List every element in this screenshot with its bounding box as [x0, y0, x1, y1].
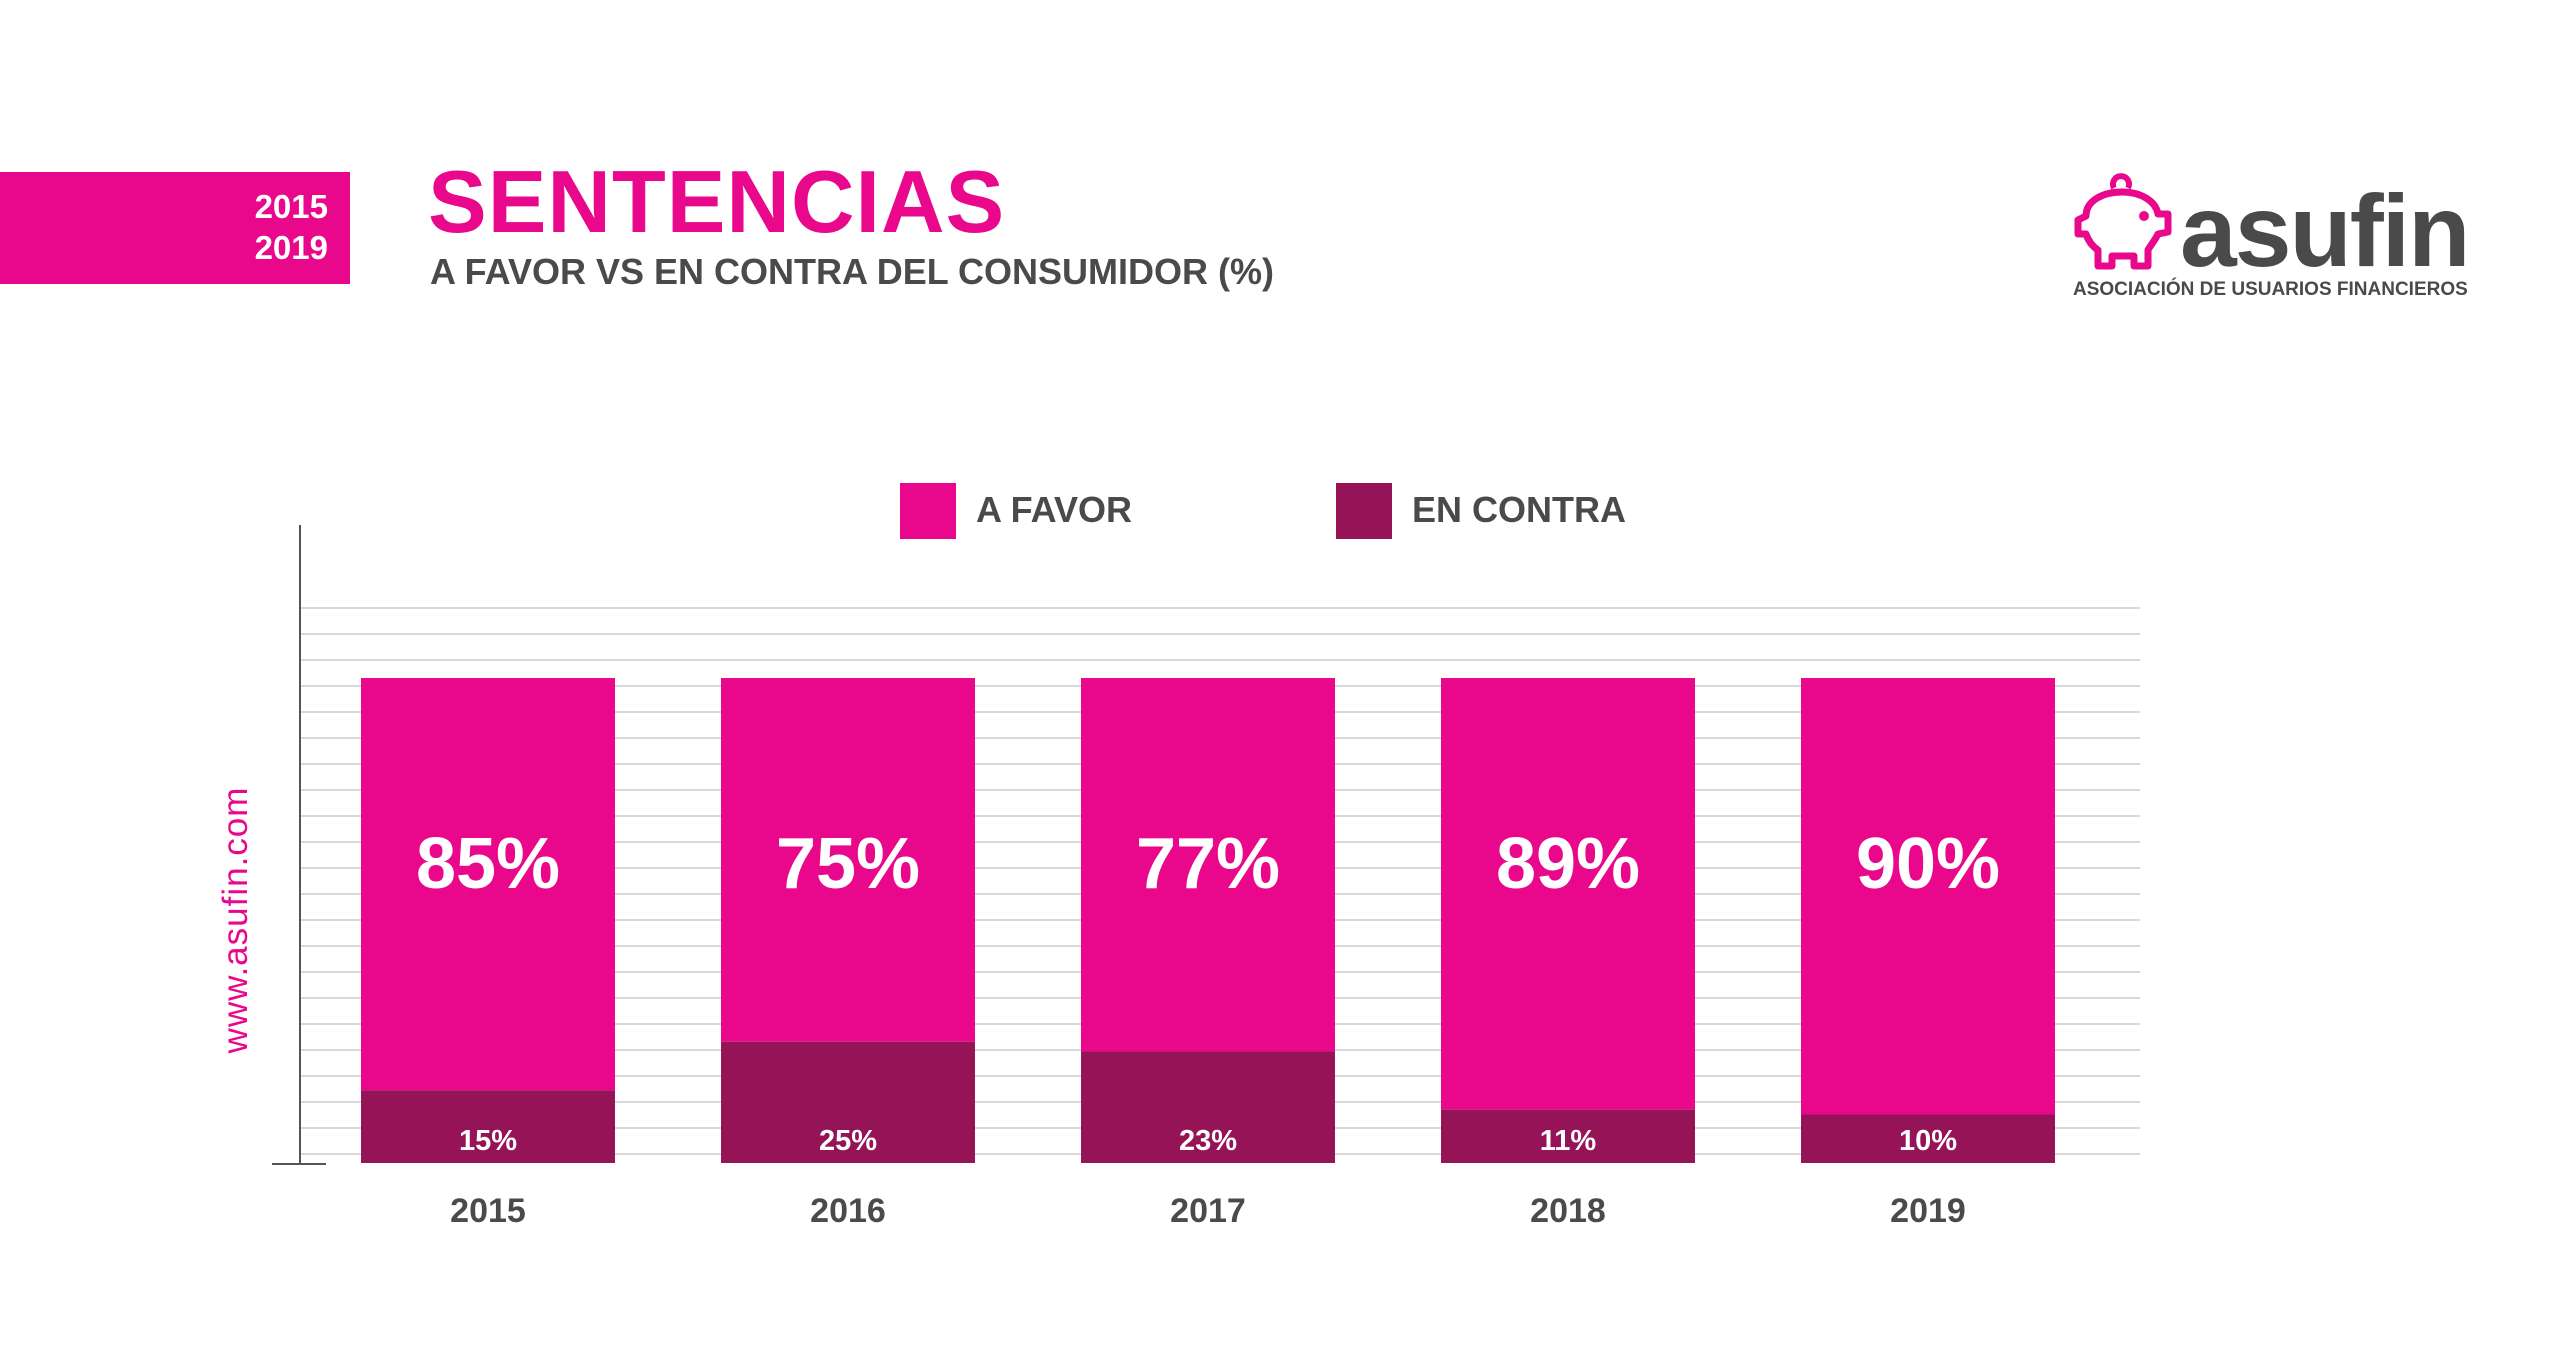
- data-label-contra-2016: 25%: [819, 1125, 877, 1157]
- bar-favor-2015: [361, 678, 615, 1091]
- legend-swatch-contra: [1336, 483, 1392, 539]
- data-label-favor-2017: 77%: [1136, 824, 1280, 904]
- bar-contra-2016: [721, 1041, 975, 1163]
- logo-tagline: ASOCIACIÓN DE USUARIOS FINANCIEROS: [2073, 279, 2468, 300]
- bar-favor-2019: [1801, 678, 2055, 1115]
- data-label-favor-2019: 90%: [1856, 824, 2000, 904]
- data-label-contra-2017: 23%: [1179, 1125, 1237, 1157]
- data-label-favor-2015: 85%: [416, 824, 560, 904]
- data-label-favor-2016: 75%: [776, 824, 920, 904]
- asufin-logo: asufin ASOCIACIÓN DE USUARIOS FINANCIERO…: [2070, 170, 2480, 310]
- x-tick-label-2017: 2017: [1170, 1192, 1246, 1230]
- data-label-favor-2018: 89%: [1496, 824, 1640, 904]
- chart-title: SENTENCIAS: [428, 152, 1006, 251]
- x-tick-label-2016: 2016: [810, 1192, 886, 1230]
- legend-swatch-favor: [900, 483, 956, 539]
- chart-subtitle: A FAVOR VS EN CONTRA DEL CONSUMIDOR (%): [430, 251, 1275, 292]
- logo-name: asufin: [2180, 174, 2470, 288]
- x-tick-label-2019: 2019: [1890, 1192, 1966, 1230]
- x-tick-label-2015: 2015: [450, 1192, 526, 1230]
- year-start: 2015: [254, 188, 328, 225]
- bar-favor-2016: [721, 678, 975, 1042]
- bar-favor-2017: [1081, 678, 1335, 1052]
- year-range-tab: 2015 2019: [0, 172, 350, 284]
- data-label-contra-2015: 15%: [459, 1125, 517, 1157]
- bar-favor-2018: [1441, 678, 1695, 1110]
- data-label-contra-2018: 11%: [1540, 1125, 1597, 1157]
- legend-label-favor: A FAVOR: [976, 489, 1133, 530]
- year-end: 2019: [254, 229, 328, 266]
- legend-label-contra: EN CONTRA: [1412, 489, 1626, 530]
- bar-contra-2019: [1801, 1114, 2055, 1163]
- data-label-contra-2019: 10%: [1899, 1125, 1957, 1157]
- bar-contra-2017: [1081, 1051, 1335, 1163]
- x-tick-label-2018: 2018: [1530, 1192, 1606, 1230]
- bar-contra-2015: [361, 1090, 615, 1163]
- piggy-bank-icon: [2074, 173, 2172, 270]
- bar-contra-2018: [1441, 1109, 1695, 1163]
